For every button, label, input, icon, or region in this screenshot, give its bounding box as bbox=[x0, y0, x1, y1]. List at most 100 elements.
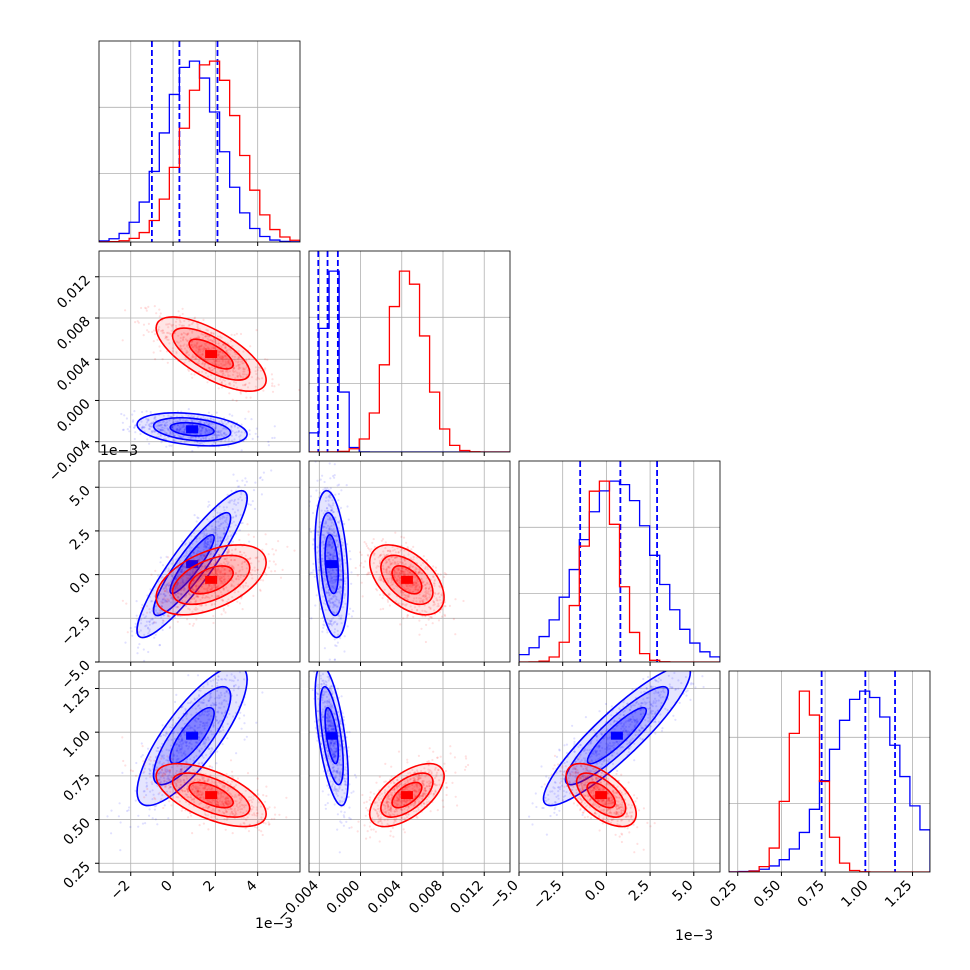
scatter-point-1 bbox=[168, 584, 171, 587]
scatter-point-0 bbox=[339, 585, 342, 589]
scatter-point-0 bbox=[331, 545, 334, 548]
scatter-point-1 bbox=[418, 585, 421, 588]
scatter-point-0 bbox=[145, 794, 148, 797]
scatter-point-1 bbox=[267, 821, 270, 824]
scatter-point-0 bbox=[180, 570, 183, 573]
scatter-point-1 bbox=[255, 372, 258, 376]
scatter-point-1 bbox=[201, 576, 204, 580]
scatter-point-0 bbox=[189, 701, 192, 705]
scatter-point-0 bbox=[157, 432, 160, 435]
scatter-point-0 bbox=[198, 537, 201, 540]
scatter-point-1 bbox=[239, 375, 242, 378]
scatter-point-0 bbox=[181, 738, 184, 742]
scatter-point-0 bbox=[334, 580, 337, 583]
scatter-point-1 bbox=[211, 586, 214, 589]
scatter-point-1 bbox=[163, 597, 166, 600]
scatter-point-0 bbox=[135, 600, 138, 603]
scatter-point-1 bbox=[242, 584, 245, 587]
scatter-point-1 bbox=[402, 617, 405, 620]
scatter-point-1 bbox=[238, 372, 241, 375]
scatter-point-0 bbox=[157, 436, 160, 439]
scatter-point-0 bbox=[240, 499, 244, 502]
scatter-point-1 bbox=[417, 571, 420, 574]
scatter-point-0 bbox=[322, 541, 325, 544]
scatter-point-0 bbox=[157, 597, 160, 600]
panel-content bbox=[309, 251, 510, 452]
scatter-point-0 bbox=[148, 623, 151, 626]
scatter-point-0 bbox=[215, 762, 218, 765]
scatter-point-0 bbox=[322, 536, 326, 539]
scatter-point-0 bbox=[199, 554, 202, 557]
scatter-point-0 bbox=[322, 623, 325, 626]
scatter-point-1 bbox=[273, 570, 277, 573]
scatter-point-1 bbox=[228, 569, 231, 572]
scatter-point-1 bbox=[190, 373, 193, 376]
scatter-point-0 bbox=[195, 595, 198, 598]
scatter-point-0 bbox=[328, 527, 331, 530]
scatter-point-1 bbox=[161, 358, 164, 361]
scatter-point-1 bbox=[209, 338, 212, 341]
scatter-point-1 bbox=[216, 351, 219, 354]
scatter-point-1 bbox=[224, 568, 227, 571]
scatter-point-1 bbox=[215, 561, 218, 564]
scatter-point-1 bbox=[426, 581, 429, 584]
scatter-point-0 bbox=[311, 543, 314, 546]
scatter-point-1 bbox=[215, 595, 218, 599]
scatter-point-1 bbox=[384, 547, 387, 550]
scatter-point-0 bbox=[177, 596, 180, 599]
scatter-point-0 bbox=[174, 586, 177, 589]
scatter-point-0 bbox=[240, 423, 243, 426]
scatter-point-1 bbox=[209, 588, 212, 591]
scatter-point-1 bbox=[190, 814, 193, 817]
scatter-point-0 bbox=[206, 542, 209, 545]
scatter-point-1 bbox=[367, 571, 370, 574]
scatter-point-1 bbox=[364, 560, 367, 563]
scatter-point-0 bbox=[202, 554, 205, 557]
scatter-point-1 bbox=[166, 600, 169, 603]
scatter-point-1 bbox=[167, 761, 170, 764]
scatter-point-0 bbox=[206, 540, 209, 544]
scatter-point-0 bbox=[250, 654, 252, 656]
scatter-point-0 bbox=[180, 426, 183, 429]
scatter-point-1 bbox=[434, 569, 437, 572]
scatter-point-0 bbox=[178, 745, 181, 748]
scatter-point-0 bbox=[231, 516, 234, 519]
scatter-point-0 bbox=[145, 421, 149, 424]
scatter-point-0 bbox=[164, 600, 167, 603]
scatter-point-0 bbox=[169, 432, 172, 435]
scatter-point-1 bbox=[232, 585, 235, 588]
scatter-point-1 bbox=[427, 587, 430, 590]
scatter-point-1 bbox=[124, 309, 127, 312]
scatter-point-0 bbox=[172, 758, 175, 761]
scatter-point-1 bbox=[383, 588, 386, 591]
scatter-point-1 bbox=[422, 598, 425, 601]
scatter-point-1 bbox=[174, 602, 177, 605]
scatter-point-1 bbox=[403, 559, 406, 562]
scatter-point-1 bbox=[190, 323, 193, 326]
scatter-point-1 bbox=[164, 590, 167, 593]
scatter-point-1 bbox=[372, 562, 375, 565]
scatter-point-0 bbox=[194, 729, 197, 732]
scatter-point-0 bbox=[170, 562, 173, 565]
scatter-point-0 bbox=[330, 619, 333, 623]
scatter-point-0 bbox=[207, 777, 210, 781]
scatter-point-1 bbox=[220, 580, 223, 583]
scatter-point-0 bbox=[326, 543, 329, 547]
scatter-point-1 bbox=[397, 551, 400, 554]
scatter-point-1 bbox=[441, 615, 444, 618]
scatter-point-0 bbox=[333, 603, 336, 606]
scatter-point-0 bbox=[233, 502, 236, 505]
scatter-point-0 bbox=[332, 595, 335, 598]
scatter-point-1 bbox=[198, 336, 201, 339]
scatter-point-1 bbox=[382, 607, 385, 611]
scatter-point-0 bbox=[182, 588, 185, 592]
scatter-point-0 bbox=[155, 749, 158, 753]
scatter-point-1 bbox=[219, 572, 222, 575]
scatter-point-0 bbox=[341, 544, 344, 547]
scatter-point-0 bbox=[136, 652, 139, 655]
scatter-point-0 bbox=[192, 532, 195, 535]
scatter-point-1 bbox=[179, 582, 182, 585]
scatter-point-0 bbox=[118, 802, 121, 805]
scatter-point-1 bbox=[152, 351, 155, 354]
scatter-point-0 bbox=[205, 739, 208, 742]
